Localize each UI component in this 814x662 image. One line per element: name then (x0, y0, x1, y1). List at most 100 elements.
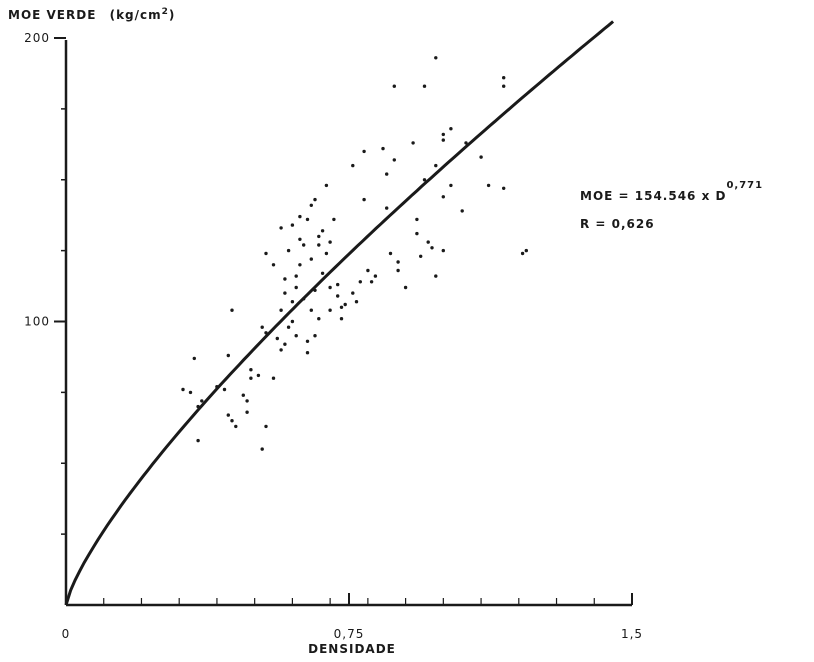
data-point (290, 223, 295, 227)
data-point (366, 268, 370, 273)
data-point (441, 138, 445, 142)
data-point (279, 348, 283, 352)
data-point (388, 251, 393, 256)
data-point (434, 274, 438, 278)
equation-text: MOE = 154.546 x D0,771 (580, 180, 763, 203)
data-point (449, 183, 453, 188)
data-point (271, 376, 276, 380)
data-point (283, 342, 287, 346)
data-point (426, 240, 430, 244)
data-point (328, 308, 332, 312)
data-point (226, 353, 230, 358)
x-ticks: 0 0,75 1,5 (62, 593, 642, 641)
data-point (373, 274, 378, 278)
data-point (305, 351, 310, 355)
data-point (305, 217, 310, 222)
data-point (332, 217, 336, 222)
data-point (320, 271, 325, 275)
x-minor-ticks (103, 598, 595, 605)
x-axis-title: DENSIDADE (308, 642, 396, 656)
data-point (271, 263, 276, 267)
data-point (328, 240, 332, 244)
data-point (419, 254, 423, 258)
data-point (441, 195, 445, 199)
correlation-text: R = 0,626 (580, 217, 655, 231)
data-point (226, 413, 230, 417)
data-point (196, 404, 200, 409)
data-point (396, 260, 400, 264)
data-point (351, 163, 355, 168)
data-point (520, 251, 525, 256)
data-point (294, 334, 298, 338)
data-point (200, 399, 204, 403)
data-point (317, 234, 321, 239)
data-point (294, 285, 298, 290)
data-point (486, 183, 491, 188)
data-point (362, 197, 366, 202)
data-point (460, 209, 464, 213)
data-point (302, 243, 306, 247)
data-point (188, 390, 193, 395)
data-point (354, 300, 359, 304)
data-point (286, 325, 291, 329)
data-point (324, 183, 329, 188)
y-axis-unit-exponent: 2 (162, 7, 169, 17)
data-point (286, 248, 291, 253)
data-point (298, 263, 302, 267)
equation-exponent: 0,771 (726, 180, 763, 191)
y-minor-ticks (61, 108, 66, 535)
data-point (381, 146, 385, 151)
data-point (464, 141, 468, 145)
data-point (234, 424, 238, 429)
data-point (245, 399, 249, 403)
data-point (313, 197, 317, 202)
data-point (283, 277, 287, 281)
data-point (336, 294, 340, 298)
data-point (524, 248, 528, 253)
y-axis-title: MOE VERDE (kg/cm2) (8, 7, 175, 22)
data-point (411, 141, 415, 145)
data-point (192, 356, 196, 361)
data-point (290, 300, 295, 304)
data-point (264, 251, 268, 256)
y-ticks: 100 200 (24, 31, 66, 329)
data-point (313, 334, 317, 338)
y-tick-label: 200 (24, 31, 50, 45)
data-point (430, 246, 434, 250)
data-point (290, 319, 295, 324)
data-point (302, 297, 306, 301)
data-point (298, 214, 302, 219)
data-point (415, 231, 419, 236)
data-point (434, 163, 438, 168)
data-point (298, 237, 302, 241)
data-point (279, 308, 283, 312)
data-point (222, 387, 227, 392)
data-point (351, 291, 355, 295)
y-tick-label: 100 (24, 315, 50, 329)
data-point (320, 229, 325, 233)
data-point (339, 317, 344, 321)
data-point (403, 285, 408, 290)
data-point (385, 172, 389, 176)
data-point (339, 305, 344, 309)
data-point (502, 84, 506, 88)
x-tick-label: 0,75 (334, 627, 365, 641)
data-point (328, 285, 332, 290)
fit-curve (64, 20, 615, 606)
data-point (309, 203, 313, 207)
data-point (317, 317, 321, 321)
data-point (249, 376, 253, 380)
data-point (396, 268, 400, 273)
data-point (358, 280, 362, 284)
data-point (422, 84, 427, 88)
data-point (479, 155, 483, 159)
y-axis-unit: (kg/cm (110, 8, 162, 22)
y-axis-label: MOE VERDE (8, 8, 96, 22)
data-point (502, 186, 506, 190)
data-point (264, 424, 268, 429)
data-point (279, 226, 283, 230)
data-point (434, 56, 438, 60)
y-axis-unit-close: ) (169, 8, 175, 22)
data-points (181, 56, 528, 451)
